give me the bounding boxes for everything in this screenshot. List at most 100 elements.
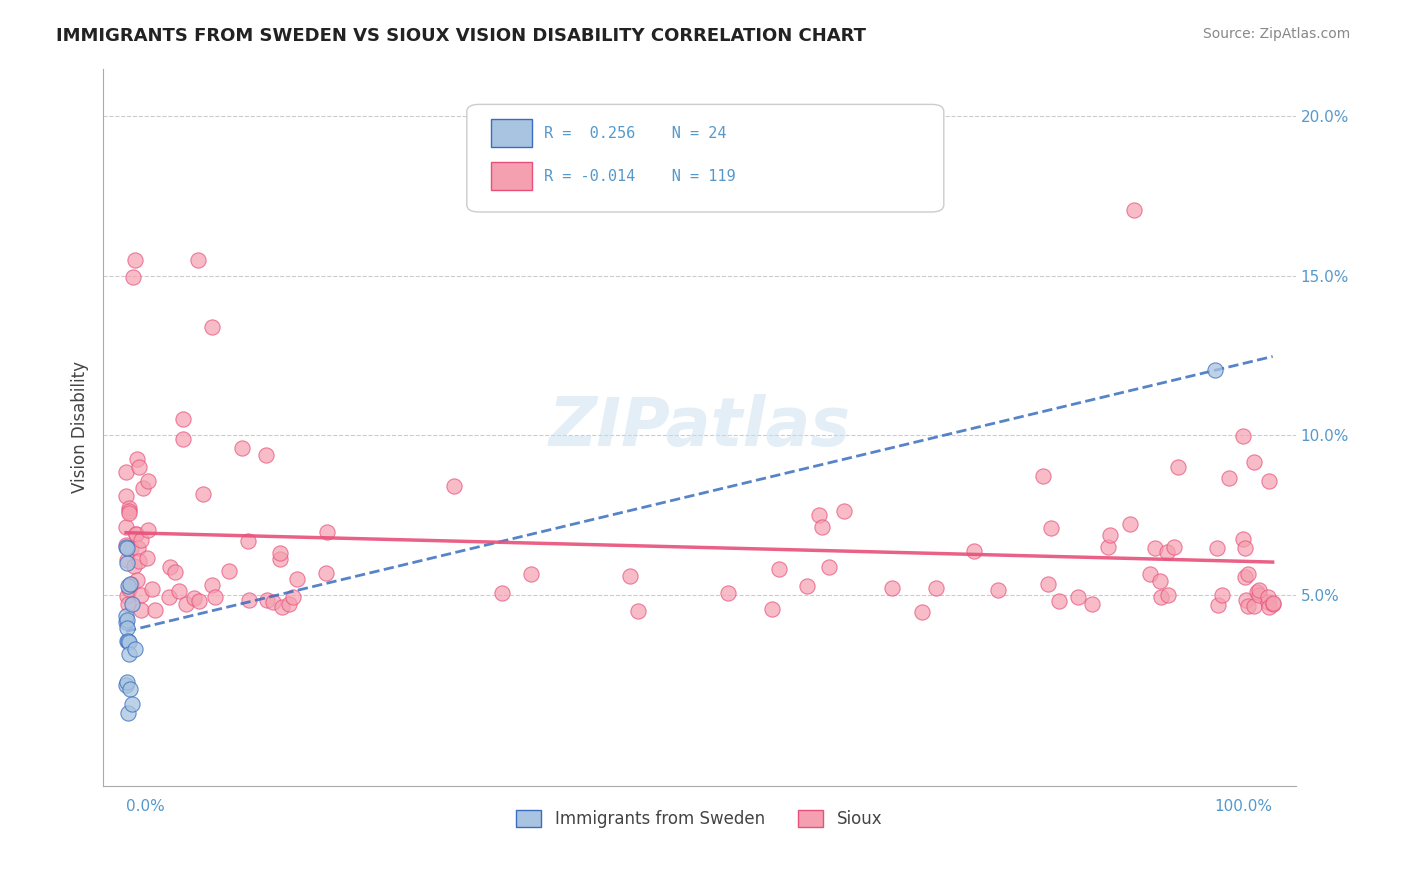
Point [122,558,145,573]
Point [1123,202,1146,217]
Text: 0.0%: 0.0% [127,798,165,814]
Text: R = -0.014    N = 119: R = -0.014 N = 119 [544,169,735,184]
Point [491,585,513,599]
Point [1233,541,1256,556]
Point [187,594,209,608]
Point [136,475,159,489]
Point [987,583,1010,598]
Point [118,582,141,596]
Point [256,593,278,607]
Point [520,566,543,581]
Point [1261,598,1284,612]
Point [115,540,138,554]
Point [128,554,150,568]
Point [115,615,138,629]
Point [1246,584,1268,599]
Point [115,541,138,556]
Point [201,577,224,591]
Point [120,541,142,556]
Point [1081,597,1104,611]
Point [808,508,831,522]
Point [117,634,139,648]
Point [1150,590,1173,604]
Point [316,524,339,539]
Point [1163,541,1185,555]
Point [1218,470,1240,484]
Point [761,601,783,615]
Text: 100.0%: 100.0% [1215,798,1272,814]
Point [1118,516,1140,531]
Point [925,581,948,595]
Point [443,478,465,492]
Point [231,441,253,455]
Point [115,465,138,479]
Point [132,482,155,496]
Point [238,592,260,607]
Point [125,451,148,466]
Point [283,591,305,605]
Point [159,560,181,574]
Point [115,613,138,627]
Text: R =  0.256    N = 24: R = 0.256 N = 24 [544,126,727,141]
Point [163,566,186,580]
Point [118,504,141,518]
Point [115,678,138,692]
Point [1040,520,1063,534]
Point [626,603,648,617]
Point [136,550,159,565]
Point [1257,591,1279,605]
Point [1234,593,1257,607]
Point [278,597,301,611]
Point [118,681,141,696]
Point [115,520,138,534]
Point [117,579,139,593]
Point [880,582,903,596]
Point [141,582,163,596]
Point [796,578,818,592]
Point [271,599,294,614]
Point [115,589,138,603]
Point [169,584,191,599]
Point [1032,468,1054,483]
Point [1143,541,1166,555]
Point [1261,596,1284,610]
Point [963,544,986,558]
Point [1258,475,1281,489]
Point [128,460,150,475]
Point [1167,460,1189,475]
Point [117,597,139,611]
Point [285,572,308,586]
Point [1243,599,1265,614]
Point [118,577,141,591]
Text: Source: ZipAtlas.com: Source: ZipAtlas.com [1202,27,1350,41]
Point [1234,570,1257,584]
Point [1232,429,1254,443]
Point [115,556,138,570]
Point [115,539,138,553]
Point [118,647,141,661]
Point [115,489,138,503]
Point [117,706,139,721]
Legend: Immigrants from Sweden, Sioux: Immigrants from Sweden, Sioux [510,804,889,835]
Point [121,598,143,612]
Point [1247,588,1270,602]
Point [1249,583,1271,598]
Point [115,608,138,623]
Point [157,590,180,604]
Point [262,595,284,609]
Point [125,574,148,588]
Point [187,252,209,267]
Point [201,320,224,334]
Point [1097,540,1119,554]
Point [1237,566,1260,581]
Point [1099,527,1122,541]
Point [118,501,141,516]
FancyBboxPatch shape [491,119,533,147]
Point [619,568,641,582]
Point [191,487,214,501]
Point [117,621,139,635]
Point [172,433,194,447]
Point [115,634,138,648]
Point [172,412,194,426]
Point [832,503,855,517]
